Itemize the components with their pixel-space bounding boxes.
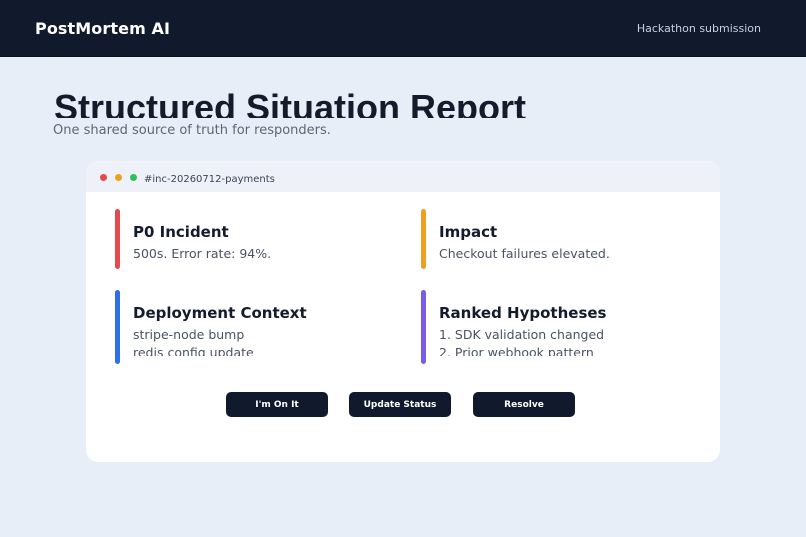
window-maximize-dot-icon <box>130 174 137 181</box>
im-on-it-button[interactable]: I'm On It <box>226 392 328 417</box>
severity-accent-bar <box>115 209 120 269</box>
impact-accent-bar <box>421 209 426 269</box>
window-minimize-dot-icon <box>115 174 122 181</box>
card-header: #inc-20260712-payments <box>86 161 720 192</box>
window-close-dot-icon <box>100 174 107 181</box>
section-incident: P0 Incident 500s. Error rate: 94%. <box>115 209 395 269</box>
page-title: Structured Situation Report <box>54 87 527 118</box>
update-status-button[interactable]: Update Status <box>349 392 451 417</box>
section-impact: Impact Checkout failures elevated. <box>421 209 701 269</box>
resolve-button[interactable]: Resolve <box>473 392 575 417</box>
section-title: Ranked Hypotheses <box>439 304 607 322</box>
body-line: redis config update <box>133 345 254 356</box>
body-line: 1. SDK validation changed <box>439 327 605 342</box>
page-subtitle: One shared source of truth for responder… <box>53 123 331 138</box>
section-ranked-hypotheses: Ranked Hypotheses 1. SDK validation chan… <box>421 290 701 364</box>
top-navbar: PostMortem AI Hackathon submission <box>0 0 806 57</box>
section-title: Deployment Context <box>133 304 307 322</box>
section-title: P0 Incident <box>133 223 229 241</box>
situation-report-card: #inc-20260712-payments P0 Incident 500s.… <box>86 161 720 462</box>
body-line: stripe-node bump <box>133 327 245 342</box>
deployment-accent-bar <box>115 290 120 364</box>
channel-name: #inc-20260712-payments <box>144 174 275 185</box>
section-deployment-context: Deployment Context stripe-node bump redi… <box>115 290 395 364</box>
brand-logo-text[interactable]: PostMortem AI <box>35 19 171 38</box>
header-tagline: Hackathon submission <box>636 22 761 35</box>
body-line: 2. Prior webhook pattern <box>439 345 594 356</box>
page-title-wrapper: Structured Situation Report <box>54 86 574 118</box>
section-body: stripe-node bump redis config update <box>133 326 254 356</box>
section-body: 500s. Error rate: 94%. <box>133 246 272 261</box>
section-title: Impact <box>439 223 498 241</box>
hypotheses-accent-bar <box>421 290 426 364</box>
section-body: 1. SDK validation changed 2. Prior webho… <box>439 326 604 356</box>
section-body: Checkout failures elevated. <box>439 246 610 261</box>
